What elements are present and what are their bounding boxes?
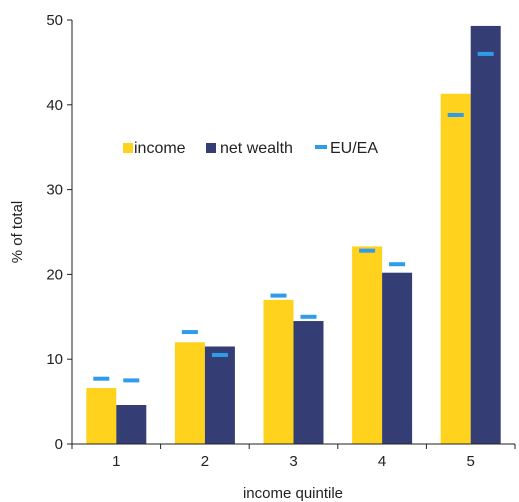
legend-swatch-eu-ea — [315, 145, 327, 149]
eu-ea-marker-net-wealth-5 — [477, 51, 494, 56]
eu-ea-marker-net-wealth-4 — [389, 262, 406, 267]
x-axis-ticks: 1 2 3 4 5 — [71, 444, 516, 470]
y-tick-label: 10 — [46, 351, 63, 368]
legend-label-net-wealth: net wealth — [220, 140, 293, 157]
eu-ea-marker-income-4 — [359, 248, 376, 253]
legend-label-income: income — [134, 140, 186, 157]
legend: income net wealth EU/EA — [123, 140, 378, 157]
eu-ea-marker-net-wealth-1 — [123, 378, 140, 383]
eu-ea-marker-income-2 — [181, 330, 198, 335]
eu-ea-marker-net-wealth-3 — [300, 314, 317, 319]
y-axis-ticks: 0 10 20 30 40 50 — [46, 12, 72, 453]
bar-income-2 — [174, 342, 205, 444]
y-tick-label: 20 — [46, 266, 63, 283]
eu-ea-marker-income-1 — [93, 376, 110, 381]
eu-ea-marker-net-wealth-2 — [211, 352, 228, 357]
x-tick-label: 5 — [467, 453, 475, 470]
bars-layer — [86, 25, 501, 444]
y-tick-label: 50 — [46, 12, 63, 29]
x-tick-label: 4 — [378, 453, 386, 470]
bar-net-wealth-5 — [470, 25, 501, 444]
eu-ea-marker-income-5 — [447, 112, 464, 117]
bar-net-wealth-3 — [293, 321, 324, 444]
y-tick-label: 40 — [46, 97, 63, 114]
legend-label-eu-ea: EU/EA — [330, 140, 378, 157]
bar-net-wealth-4 — [382, 272, 413, 444]
y-tick-label: 30 — [46, 182, 63, 199]
x-tick-label: 2 — [201, 453, 209, 470]
bar-net-wealth-2 — [204, 346, 235, 444]
eu-ea-marker-income-3 — [270, 293, 287, 298]
bar-net-wealth-1 — [116, 404, 147, 444]
bar-income-1 — [86, 388, 117, 444]
y-axis-title: % of total — [9, 201, 26, 264]
x-axis-title: income quintile — [243, 485, 343, 502]
y-tick-label: 0 — [55, 436, 63, 453]
eu-ea-markers-layer — [93, 51, 494, 383]
x-tick-label: 3 — [289, 453, 297, 470]
legend-swatch-net-wealth — [206, 143, 216, 153]
legend-swatch-income — [123, 143, 133, 153]
bar-income-4 — [352, 246, 383, 444]
x-tick-label: 1 — [112, 453, 120, 470]
bar-income-3 — [263, 299, 294, 444]
bar-income-5 — [440, 93, 471, 444]
